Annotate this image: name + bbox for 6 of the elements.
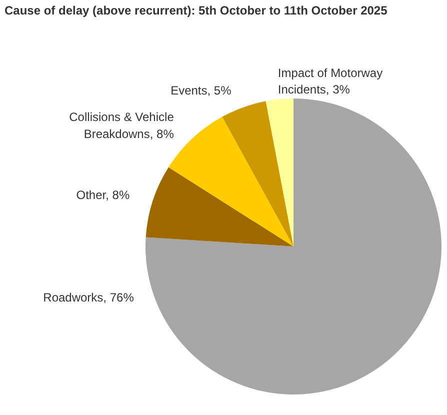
slice-label: Roadworks, 76% xyxy=(43,290,134,305)
slice-label: Events, 5% xyxy=(170,83,232,98)
slice-label: Impact of Motorway Incidents, 3% xyxy=(278,66,383,97)
slice-label: Other, 8% xyxy=(76,188,130,202)
chart-title: Cause of delay (above recurrent): 5th October to 11th October 2025 xyxy=(4,4,388,18)
slice-label: Collisions & Vehicle Breakdowns, 8% xyxy=(69,110,174,141)
